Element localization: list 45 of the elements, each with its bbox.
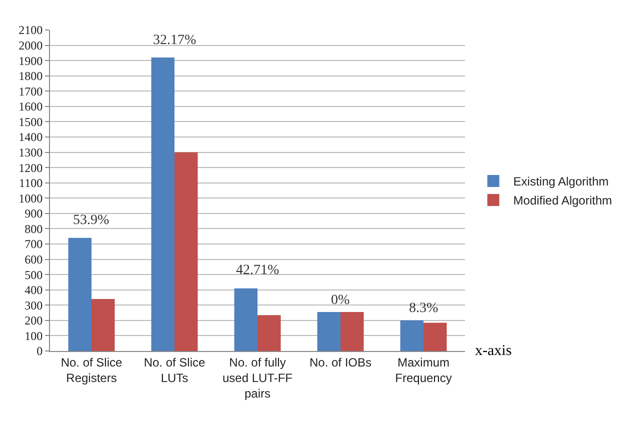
y-tick-label: 2000 [18, 38, 43, 52]
y-tick-label: 1200 [18, 160, 43, 175]
annotation: 32.17% [153, 33, 196, 48]
y-tick-label: 1900 [18, 54, 43, 68]
y-tick-label: 1400 [18, 130, 43, 144]
y-tick-label: 1000 [18, 191, 43, 206]
y-tick-label: 900 [24, 206, 43, 221]
x-tick-label: Maximum Frequency [395, 355, 452, 385]
bar [234, 288, 258, 351]
y-tick-label: 700 [24, 237, 43, 252]
y-tick-label: 1500 [18, 114, 43, 129]
y-tick-label: 300 [24, 298, 43, 312]
legend-label: Modified Algorithm [513, 194, 612, 208]
bar [317, 312, 340, 351]
annotation: 8.3% [409, 301, 438, 316]
x-axis-title: x-axis [475, 343, 512, 359]
y-tick-label: 400 [24, 283, 43, 298]
y-tick-label: 600 [24, 252, 43, 266]
x-tick-label: No. of fully used LUT-FF pairs [222, 355, 293, 401]
y-tick-label: 1300 [18, 145, 43, 160]
y-tick-label: 0 [36, 344, 43, 358]
y-tick-label: 800 [24, 222, 43, 236]
bar [92, 299, 115, 351]
bar [151, 58, 174, 351]
y-tick-label: 1100 [19, 176, 43, 190]
x-tick-label: No. of IOBs [309, 355, 372, 370]
bar [400, 320, 424, 351]
y-tick-label: 2100 [18, 23, 43, 38]
annotation: 0% [331, 293, 350, 308]
legend-label: Existing Algorithm [513, 174, 609, 189]
bar [68, 238, 92, 351]
x-tick-label: No. of Slice LUTs [144, 355, 206, 385]
bar [340, 312, 364, 351]
bar [258, 315, 281, 351]
y-tick-label: 1800 [18, 69, 43, 84]
bar [174, 152, 198, 351]
x-tick-label: No. of Slice Registers [60, 355, 123, 385]
y-tick-label: 1600 [18, 100, 43, 114]
y-tick-label: 200 [24, 314, 43, 328]
y-tick-label: 500 [24, 268, 43, 282]
y-tick-label: 1700 [18, 84, 43, 98]
annotation: 53.9% [73, 213, 110, 228]
bar [424, 322, 447, 351]
y-tick-label: 100 [24, 328, 43, 343]
annotation: 42.71% [236, 263, 280, 278]
